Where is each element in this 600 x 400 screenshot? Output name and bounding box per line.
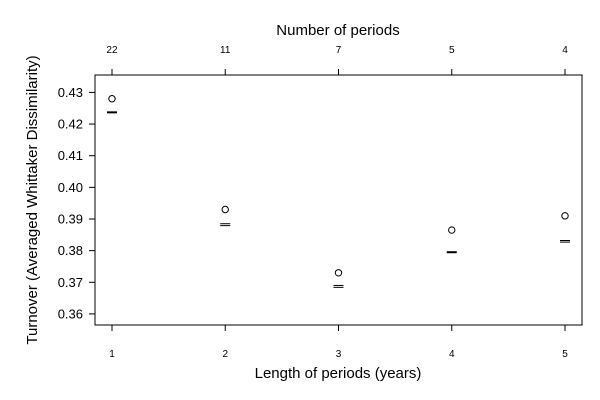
y-tick-label: 0.38 xyxy=(58,243,83,258)
top-tick-label: 7 xyxy=(336,45,342,56)
top-axis-title: Number of periods xyxy=(276,22,399,39)
y-tick-label: 0.41 xyxy=(58,148,83,163)
bottom-axis: 1 2 3 4 5 xyxy=(109,325,568,360)
data-point-circle xyxy=(448,226,456,234)
y-tick-label: 0.36 xyxy=(58,306,83,321)
top-tick-label: 4 xyxy=(562,45,568,56)
data-point-circle xyxy=(561,212,569,220)
top-tick-label: 22 xyxy=(106,45,118,56)
data-point-circle xyxy=(221,205,229,214)
x-tick-label: 3 xyxy=(336,349,342,360)
data-point-circle xyxy=(108,95,116,103)
y-tick-label: 0.39 xyxy=(58,211,83,226)
y-tick-label: 0.40 xyxy=(58,180,83,195)
x-axis-title: Length of periods (years) xyxy=(255,365,422,382)
y-tick-label: 0.37 xyxy=(58,275,83,290)
left-axis: 0.36 0.37 0.38 0.39 0.40 0.41 0.42 0.43 xyxy=(58,85,95,321)
top-axis: 22 11 7 5 4 xyxy=(106,45,568,75)
x-tick-label: 5 xyxy=(562,349,568,360)
y-tick-label: 0.42 xyxy=(58,117,83,132)
y-tick-label: 0.43 xyxy=(58,85,83,100)
x-tick-label: 4 xyxy=(449,349,455,360)
x-tick-label: 1 xyxy=(109,349,115,360)
data-marks xyxy=(106,95,571,288)
data-point-circle xyxy=(334,269,343,277)
x-tick-label: 2 xyxy=(222,349,228,360)
top-tick-label: 11 xyxy=(220,45,231,56)
top-tick-label: 5 xyxy=(449,45,455,56)
y-axis-title: Turnover (Averaged Whittaker Dissimilari… xyxy=(24,55,41,344)
